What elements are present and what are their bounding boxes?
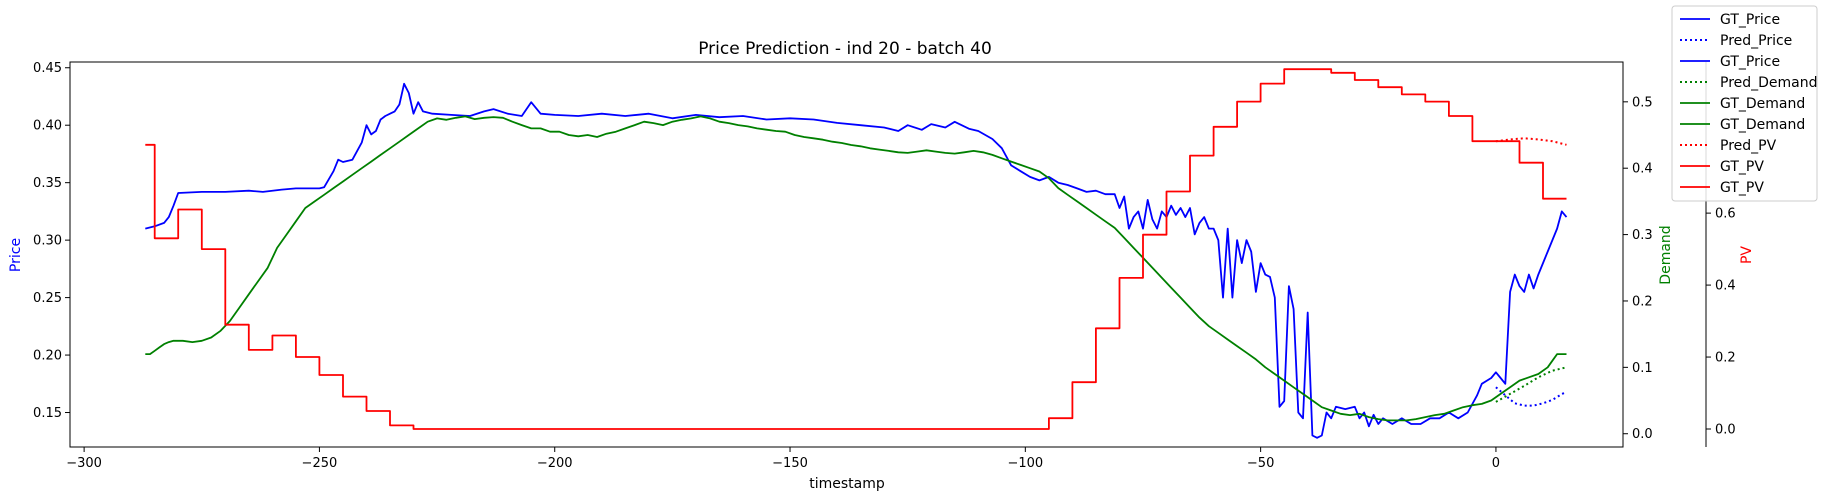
price-tick-label: 0.30 — [33, 234, 62, 249]
plot-frame — [69, 61, 1624, 448]
chart-title: Price Prediction - ind 20 - batch 40 — [698, 39, 992, 59]
demand-tick-label: 0.0 — [1632, 427, 1653, 442]
pred-demand-line — [1495, 366, 1567, 403]
plot-series — [145, 68, 1568, 439]
price-tick-label: 0.15 — [33, 406, 62, 421]
x-tick-label: −250 — [302, 456, 338, 471]
pred-pv-line — [1495, 137, 1567, 146]
y-axis-demand: 0.0 0.1 0.2 0.3 0.4 0.5 — [1623, 95, 1653, 442]
legend-entry-label: Pred_Demand — [1720, 75, 1818, 91]
price-tick-label: 0.25 — [33, 291, 62, 306]
x-tick-label: −100 — [1007, 456, 1043, 471]
legend-box — [1671, 5, 1818, 202]
pv-tick-label: 0.6 — [1715, 207, 1736, 222]
demand-tick-label: 0.5 — [1632, 95, 1653, 110]
price-tick-label: 0.40 — [33, 119, 62, 134]
pv-tick-label: 0.2 — [1715, 351, 1736, 366]
legend-entry-label: Pred_Price — [1720, 33, 1792, 49]
price-axis-label: Price — [8, 238, 24, 272]
x-tick-label: −50 — [1247, 456, 1274, 471]
legend: GT_Price Pred_Price GT_Price Pred_Demand GT_… — [1671, 5, 1818, 202]
legend-entry-label: GT_Demand — [1720, 96, 1805, 112]
x-tick-label: −200 — [537, 456, 573, 471]
demand-tick-label: 0.3 — [1632, 228, 1653, 243]
gt-pv-line — [145, 68, 1567, 430]
legend-entry-label: GT_PV — [1720, 159, 1764, 175]
price-tick-label: 0.35 — [33, 176, 62, 191]
legend-entry-label: Pred_PV — [1720, 138, 1777, 154]
pv-axis-label: PV — [1739, 246, 1755, 264]
legend-entry-label: GT_Price — [1720, 12, 1780, 28]
pred-price-line — [1495, 386, 1567, 407]
demand-axis-label: Demand — [1658, 225, 1674, 284]
gt-demand-line — [145, 115, 1567, 422]
pv-tick-label: 0.0 — [1715, 423, 1736, 438]
x-tick-label: −150 — [772, 456, 808, 471]
gt-price-line — [145, 82, 1568, 439]
pv-tick-label: 0.4 — [1715, 279, 1736, 294]
price-tick-label: 0.45 — [33, 61, 62, 76]
x-axis: −300 −250 −200 −150 −100 −50 0 — [66, 447, 1500, 471]
demand-tick-label: 0.1 — [1632, 361, 1653, 376]
legend-entry-label: GT_Price — [1720, 54, 1780, 70]
legend-entry-label: GT_PV — [1720, 180, 1764, 196]
y-axis-price: 0.15 0.20 0.25 0.30 0.35 0.40 0.45 — [33, 61, 70, 421]
x-axis-label: timestamp — [809, 476, 885, 492]
demand-tick-label: 0.4 — [1632, 162, 1653, 177]
legend-entry-label: GT_Demand — [1720, 117, 1805, 133]
x-tick-label: −300 — [66, 456, 102, 471]
x-tick-label: 0 — [1492, 456, 1500, 471]
price-tick-label: 0.20 — [33, 349, 62, 364]
demand-tick-label: 0.2 — [1632, 294, 1653, 309]
